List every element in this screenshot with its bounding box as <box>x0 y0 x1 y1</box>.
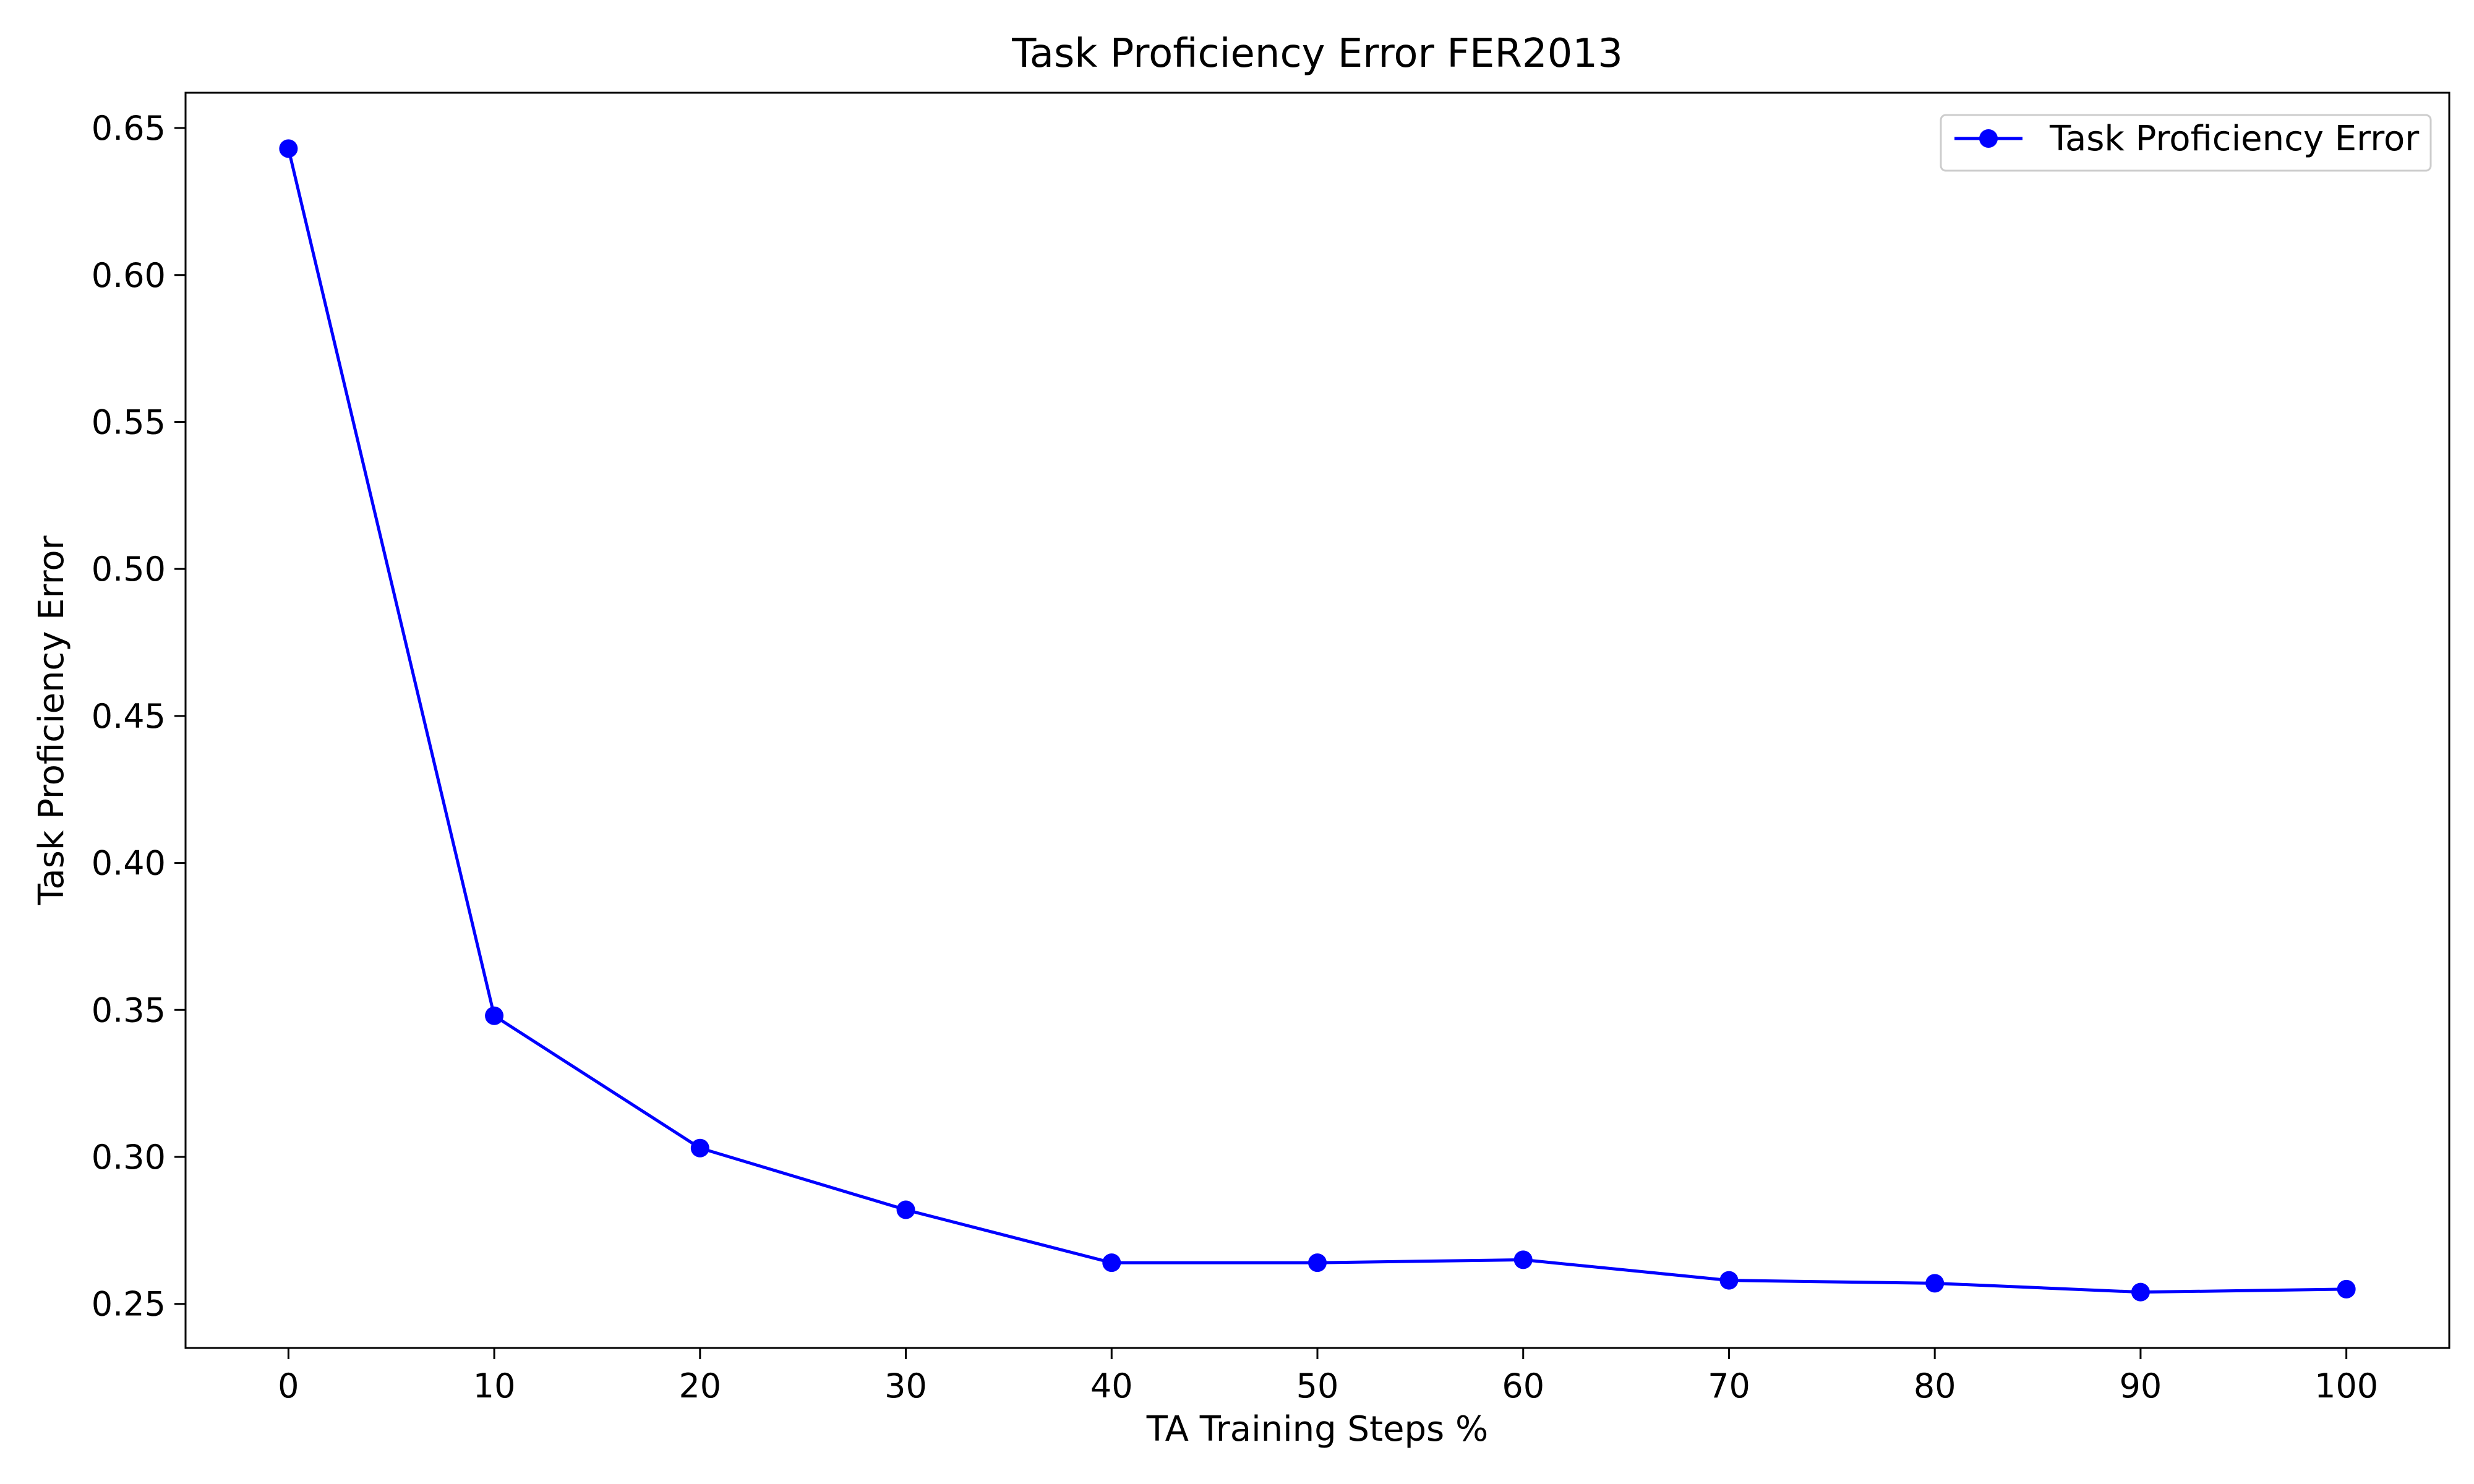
legend-marker-swatch <box>1979 129 1998 148</box>
chart-title: Task Proficiency Error FER2013 <box>1011 31 1623 77</box>
legend-label: Task Proficiency Error <box>2049 119 2420 159</box>
x-tick-label: 70 <box>1708 1367 1750 1405</box>
x-tick-label: 90 <box>2120 1367 2162 1405</box>
x-tick-label: 100 <box>2314 1367 2378 1405</box>
x-axis-ticks: 0 10 20 30 40 50 60 70 80 90 100 <box>278 1348 2378 1405</box>
data-point <box>1719 1271 1739 1290</box>
legend: Task Proficiency Error <box>1940 114 2432 172</box>
y-tick-label: 0.60 <box>92 256 166 295</box>
y-tick-label: 0.55 <box>92 403 166 441</box>
data-point <box>896 1200 915 1219</box>
x-tick-label: 60 <box>1502 1367 1544 1405</box>
data-point <box>1925 1274 1945 1293</box>
y-axis-label: Task Proficiency Error <box>32 535 72 905</box>
y-axis-ticks: 0.25 0.30 0.35 0.40 0.45 0.50 0.55 0.60 0.65 <box>92 109 186 1324</box>
x-tick-label: 20 <box>678 1367 721 1405</box>
x-tick-label: 50 <box>1296 1367 1339 1405</box>
series-layer <box>279 139 2356 1302</box>
x-axis-label: TA Training Steps % <box>1146 1409 1488 1449</box>
x-tick-label: 0 <box>278 1367 299 1405</box>
x-tick-label: 40 <box>1090 1367 1133 1405</box>
legend-box <box>1940 114 2432 172</box>
data-point <box>485 1006 504 1025</box>
plot-area-frame <box>184 92 2450 1349</box>
data-point <box>1102 1253 1121 1273</box>
y-tick-label: 0.45 <box>92 697 166 736</box>
y-tick-label: 0.25 <box>92 1285 166 1324</box>
y-tick-label: 0.30 <box>92 1138 166 1177</box>
x-tick-label: 30 <box>884 1367 927 1405</box>
data-point <box>1308 1253 1327 1273</box>
y-tick-label: 0.35 <box>92 991 166 1030</box>
data-point <box>690 1138 709 1158</box>
x-tick-label: 80 <box>1914 1367 1956 1405</box>
data-point <box>2337 1279 2356 1298</box>
y-tick-label: 0.65 <box>92 109 166 148</box>
data-point <box>1513 1250 1533 1269</box>
y-tick-label: 0.50 <box>92 550 166 589</box>
y-tick-label: 0.40 <box>92 844 166 883</box>
x-tick-label: 10 <box>473 1367 516 1405</box>
data-point <box>2131 1282 2150 1302</box>
data-point <box>279 139 298 158</box>
